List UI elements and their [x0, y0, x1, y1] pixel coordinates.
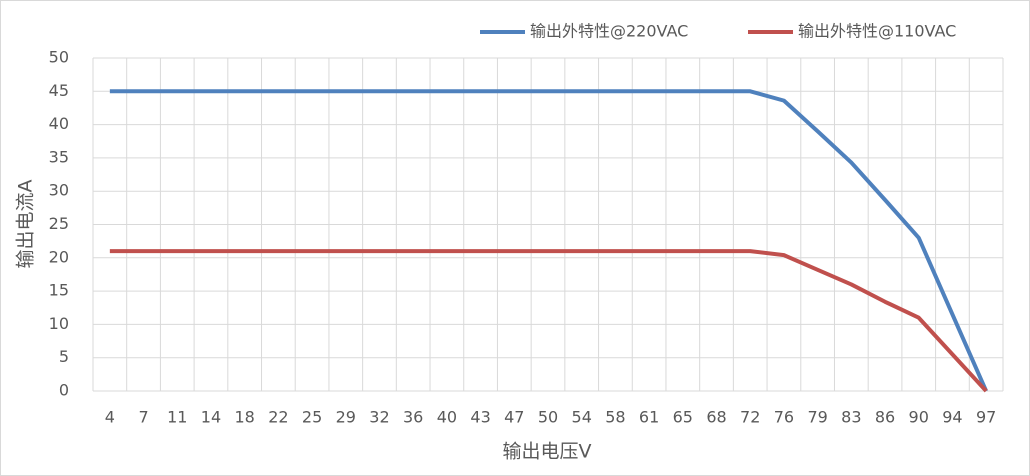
x-tick-label: 72 — [740, 408, 760, 427]
x-tick-label: 47 — [504, 408, 524, 427]
y-tick-label: 35 — [49, 147, 69, 166]
series-line — [109, 89, 988, 392]
y-tick-label: 45 — [49, 81, 69, 100]
x-tick-label: 54 — [572, 408, 592, 427]
y-tick-label: 5 — [59, 347, 69, 366]
y-axis-label: 输出电流A — [15, 179, 37, 268]
x-tick-label: 22 — [268, 408, 288, 427]
series-line — [109, 249, 988, 393]
x-tick-label: 76 — [774, 408, 794, 427]
x-tick-label: 7 — [138, 408, 148, 427]
x-axis-label: 输出电压V — [503, 441, 592, 463]
x-tick-label: 36 — [403, 408, 423, 427]
x-tick-label: 83 — [841, 408, 861, 427]
x-tick-label: 11 — [167, 408, 187, 427]
legend-label: 输出外特性@110VAC — [798, 22, 956, 41]
x-tick-label: 86 — [875, 408, 895, 427]
x-tick-label: 29 — [336, 408, 356, 427]
y-tick-label: 0 — [59, 381, 69, 400]
y-tick-label: 40 — [49, 114, 69, 133]
y-tick-label: 20 — [49, 247, 69, 266]
x-tick-label: 32 — [369, 408, 389, 427]
x-tick-label: 50 — [538, 408, 558, 427]
x-tick-label: 4 — [105, 408, 115, 427]
x-tick-label: 40 — [437, 408, 457, 427]
x-tick-label: 90 — [909, 408, 929, 427]
x-tick-label: 65 — [673, 408, 693, 427]
x-tick-label: 43 — [470, 408, 490, 427]
x-tick-label: 58 — [605, 408, 625, 427]
x-tick-label: 25 — [302, 408, 322, 427]
y-tick-label: 30 — [49, 181, 69, 200]
y-tick-label: 15 — [49, 281, 69, 300]
x-tick-label: 61 — [639, 408, 659, 427]
x-tick-label: 18 — [234, 408, 254, 427]
x-tick-label: 94 — [942, 408, 962, 427]
legend-label: 输出外特性@220VAC — [530, 22, 688, 41]
x-tick-label: 97 — [976, 408, 996, 427]
y-tick-label: 10 — [49, 314, 69, 333]
x-tick-label: 14 — [201, 408, 221, 427]
x-tick-label: 68 — [706, 408, 726, 427]
x-tick-label: 79 — [807, 408, 827, 427]
y-tick-label: 25 — [49, 214, 69, 233]
y-tick-label: 50 — [49, 48, 69, 67]
